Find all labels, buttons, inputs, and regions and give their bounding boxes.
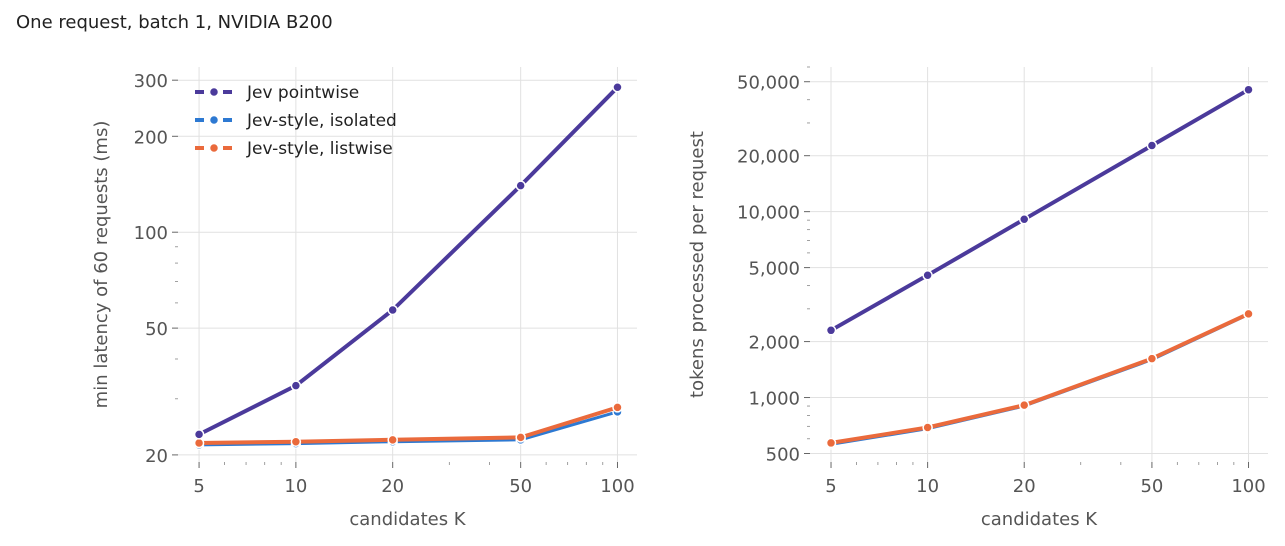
x-tick-label: 5 (193, 476, 204, 497)
series-line-listwise (829, 311, 1251, 445)
y-tick-label: 1,000 (748, 389, 800, 410)
y-tick-label: 20 (145, 446, 168, 467)
series-line-isolated (829, 312, 1250, 446)
data-point-pointwise (1018, 214, 1030, 225)
x-tick-label: 50 (509, 476, 532, 497)
y-tick-label: 50 (145, 319, 168, 340)
chart-panel-1: 20 50 100 200 300 5 10 20 50 100 candidates K min l… (91, 67, 637, 530)
chart-panel-2: 500 1,000 2,000 5,000 10,000 20,000 50,000 5 10 2… (687, 66, 1268, 530)
legend-label-isolated: Jev-style, isolated (246, 111, 397, 131)
y-tick-label: 2,000 (748, 333, 800, 354)
data-point-listwise (515, 432, 526, 443)
data-point-pointwise (290, 380, 302, 391)
x-tick-label: 100 (1231, 476, 1265, 497)
data-point-pointwise (1243, 84, 1254, 95)
y-tick-label: 200 (134, 127, 168, 148)
data-point-listwise (193, 437, 205, 449)
x-tick-label: 100 (600, 476, 634, 497)
data-point-listwise (387, 434, 398, 446)
x-tick-label: 10 (916, 476, 939, 497)
legend-label-listwise: Jev-style, listwise (246, 139, 393, 159)
y-axis-label: tokens processed per request (687, 131, 708, 398)
data-point-pointwise (515, 180, 526, 191)
legend: Jev pointwise Jev-style, isolated Jev-styl… (195, 83, 397, 159)
x-tick-label: 10 (284, 476, 307, 497)
data-point-pointwise (1146, 140, 1158, 151)
legend-marker-isolated (208, 114, 220, 126)
legend-marker-listwise (208, 142, 220, 154)
x-tick-label: 50 (1140, 476, 1163, 497)
figure-title: One request, batch 1, NVIDIA B200 (16, 12, 333, 33)
data-point-listwise (1146, 353, 1158, 364)
x-tick-label: 20 (381, 476, 404, 497)
series-line-listwise (197, 405, 620, 445)
y-axis-label: min latency of 60 requests (ms) (91, 121, 112, 409)
data-point-listwise (1018, 399, 1030, 411)
data-point-listwise (922, 422, 933, 433)
data-point-listwise (290, 436, 302, 447)
legend-marker-pointwise (208, 86, 220, 98)
data-point-listwise (612, 402, 623, 413)
y-tick-label: 10,000 (737, 203, 800, 224)
y-tick-label: 100 (134, 223, 168, 244)
y-tick-label: 20,000 (737, 147, 800, 168)
x-tick-label: 5 (825, 476, 836, 497)
y-tick-label: 300 (134, 71, 168, 92)
x-axis-label: candidates K (349, 509, 466, 530)
data-point-pointwise (922, 269, 933, 281)
x-tick-label: 20 (1013, 476, 1036, 497)
series-line-pointwise (829, 87, 1251, 333)
y-tick-label: 500 (766, 444, 800, 465)
data-point-pointwise (387, 304, 398, 316)
data-point-listwise (1243, 308, 1254, 320)
data-point-listwise (825, 437, 837, 449)
y-tick-label: 50,000 (737, 73, 800, 94)
y-tick-label: 5,000 (748, 259, 800, 280)
data-point-pointwise (825, 325, 837, 336)
data-point-pointwise (193, 429, 205, 440)
x-axis-label: candidates K (981, 509, 1098, 530)
legend-label-pointwise: Jev pointwise (246, 83, 359, 103)
data-point-pointwise (612, 82, 623, 93)
